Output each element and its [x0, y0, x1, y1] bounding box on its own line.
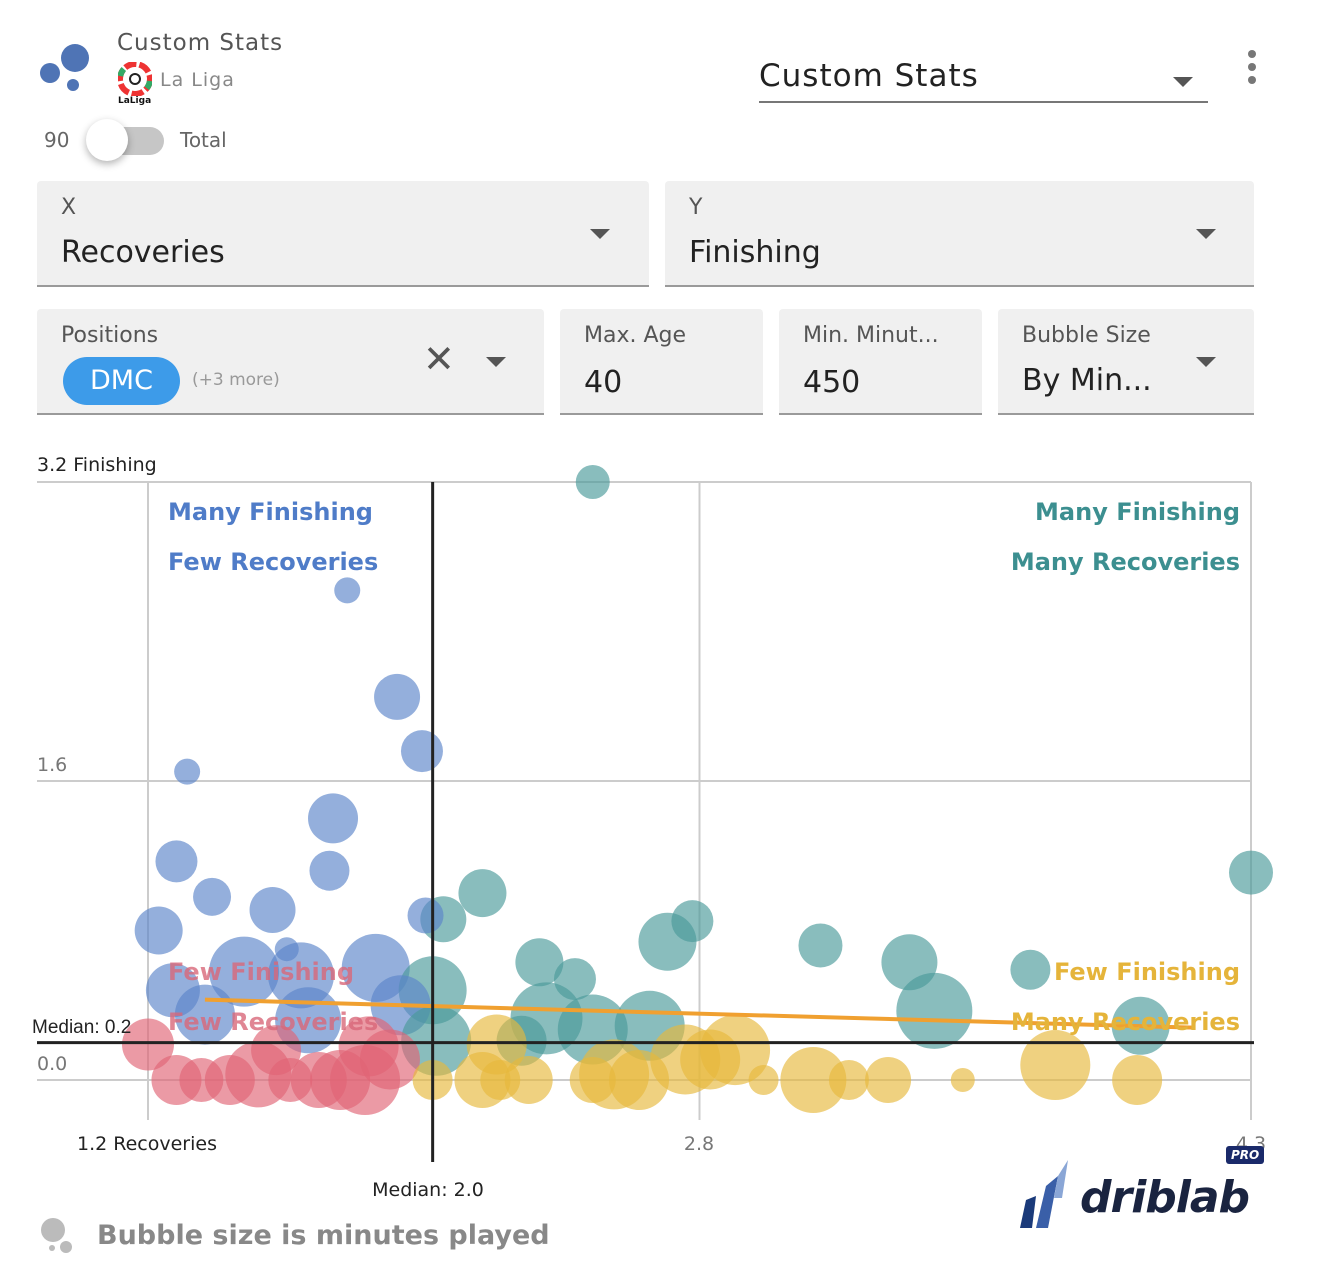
- chevron-down-icon: [486, 357, 506, 367]
- chevron-down-icon: [1196, 229, 1216, 239]
- player-bubble: [134, 906, 183, 955]
- player-bubble: [334, 577, 361, 604]
- player-bubble: [950, 1068, 975, 1092]
- player-bubble: [407, 897, 444, 934]
- min-minutes-value: 450: [803, 365, 861, 400]
- player-bubble: [798, 923, 843, 968]
- y-tick-bottom: 0.0: [37, 1053, 67, 1075]
- position-chip-dmc[interactable]: DMC: [63, 357, 180, 405]
- bubble-size-label: Bubble Size: [1022, 323, 1151, 348]
- stat-type-value: Custom Stats: [759, 58, 979, 94]
- bubble-size-value: By Min...: [1022, 363, 1152, 398]
- league-name: La Liga: [160, 69, 235, 91]
- x-axis-select[interactable]: X Recoveries: [37, 181, 649, 287]
- positions-select[interactable]: Positions DMC (+3 more) ✕: [37, 309, 544, 415]
- more-options-icon[interactable]: [1244, 50, 1260, 86]
- x-axis-label: X: [61, 195, 77, 220]
- y-axis-select[interactable]: Y Finishing: [665, 181, 1254, 287]
- bubble-legend-icon: [41, 1218, 72, 1253]
- player-bubble: [209, 936, 280, 1007]
- positions-label: Positions: [61, 323, 159, 348]
- x-median-label: Median: 2.0: [372, 1179, 484, 1201]
- quadrant-tl-line2: Few Recoveries: [168, 548, 378, 576]
- player-bubble: [638, 912, 697, 971]
- player-bubble: [748, 1065, 779, 1095]
- quadrant-tr-line1: Many Finishing: [1035, 498, 1240, 526]
- quadrant-br-line1: Few Finishing: [1054, 958, 1240, 986]
- driblab-logo-icon: [1020, 1160, 1068, 1228]
- player-bubble: [828, 1060, 869, 1100]
- x-axis-value: Recoveries: [61, 235, 225, 270]
- y-axis-value: Finishing: [689, 235, 821, 270]
- player-bubble: [780, 1047, 847, 1113]
- player-bubble: [575, 465, 610, 499]
- player-bubble: [1229, 850, 1273, 895]
- per90-total-toggle[interactable]: [86, 119, 164, 161]
- y-median-label: Median: 0.2: [32, 1017, 131, 1038]
- y-tick-mid: 1.6: [37, 754, 67, 776]
- player-bubble: [1010, 949, 1051, 990]
- max-age-value: 40: [584, 365, 623, 400]
- player-bubble: [504, 1056, 553, 1104]
- brand-name: driblab: [1080, 1172, 1250, 1223]
- player-bubble: [308, 793, 359, 844]
- max-age-input[interactable]: Max. Age 40: [560, 309, 763, 415]
- player-bubble: [122, 1018, 174, 1071]
- quadrant-tl-line1: Many Finishing: [168, 498, 373, 526]
- quadrant-bl-line2: Few Recoveries: [168, 1008, 378, 1036]
- x-tick-mid: 2.8: [684, 1133, 714, 1155]
- player-bubble: [896, 972, 973, 1049]
- player-bubble: [155, 840, 198, 883]
- player-bubble: [309, 850, 350, 891]
- player-bubble: [700, 1015, 771, 1086]
- scatter-chart: 3.2 Finishing 1.6 0.0 1.2 Recoveries 2.8…: [32, 454, 1273, 1201]
- positions-more: (+3 more): [192, 370, 280, 390]
- chevron-down-icon: [1173, 77, 1193, 87]
- quadrant-bl-line1: Few Finishing: [168, 958, 354, 986]
- player-bubble: [1112, 1055, 1163, 1105]
- y-axis-label: Y: [689, 195, 703, 220]
- laliga-logo-icon: [118, 62, 152, 96]
- player-bubble: [274, 937, 299, 962]
- quadrant-br-line2: Many Recoveries: [1011, 1008, 1240, 1036]
- stat-type-select[interactable]: Custom Stats: [759, 56, 1208, 103]
- x-tick-left: 1.2 Recoveries: [77, 1133, 217, 1155]
- player-bubble: [193, 877, 232, 916]
- player-bubble: [458, 869, 507, 918]
- y-tick-top: 3.2 Finishing: [37, 454, 157, 476]
- player-bubble: [400, 730, 443, 773]
- bubble-size-note: Bubble size is minutes played: [97, 1220, 550, 1251]
- max-age-label: Max. Age: [584, 323, 687, 348]
- bubble-size-select[interactable]: Bubble Size By Min...: [998, 309, 1254, 415]
- player-bubble: [174, 758, 201, 785]
- quadrant-tr-line2: Many Recoveries: [1011, 548, 1240, 576]
- clear-icon[interactable]: ✕: [423, 337, 455, 381]
- player-bubble: [515, 938, 564, 987]
- chevron-down-icon: [1196, 357, 1216, 367]
- player-bubble: [374, 673, 421, 720]
- trend-line: [204, 997, 1195, 1030]
- min-minutes-input[interactable]: Min. Minut... 450: [779, 309, 982, 415]
- toggle-thumb[interactable]: [86, 119, 128, 161]
- player-bubble: [1020, 1030, 1091, 1101]
- toggle-label-total: Total: [180, 128, 227, 152]
- toggle-label-90: 90: [44, 128, 70, 152]
- player-bubble: [251, 1025, 302, 1076]
- player-bubble: [249, 886, 296, 933]
- page-title: Custom Stats: [117, 30, 284, 56]
- pro-badge: PRO: [1226, 1146, 1265, 1164]
- chevron-down-icon: [590, 229, 610, 239]
- min-minutes-label: Min. Minut...: [803, 323, 939, 348]
- laliga-logo-text: LaLiga: [118, 96, 152, 106]
- app-logo-icon: [40, 44, 89, 91]
- player-bubble: [865, 1057, 912, 1103]
- player-bubble: [466, 1014, 527, 1075]
- player-bubble: [338, 1016, 399, 1077]
